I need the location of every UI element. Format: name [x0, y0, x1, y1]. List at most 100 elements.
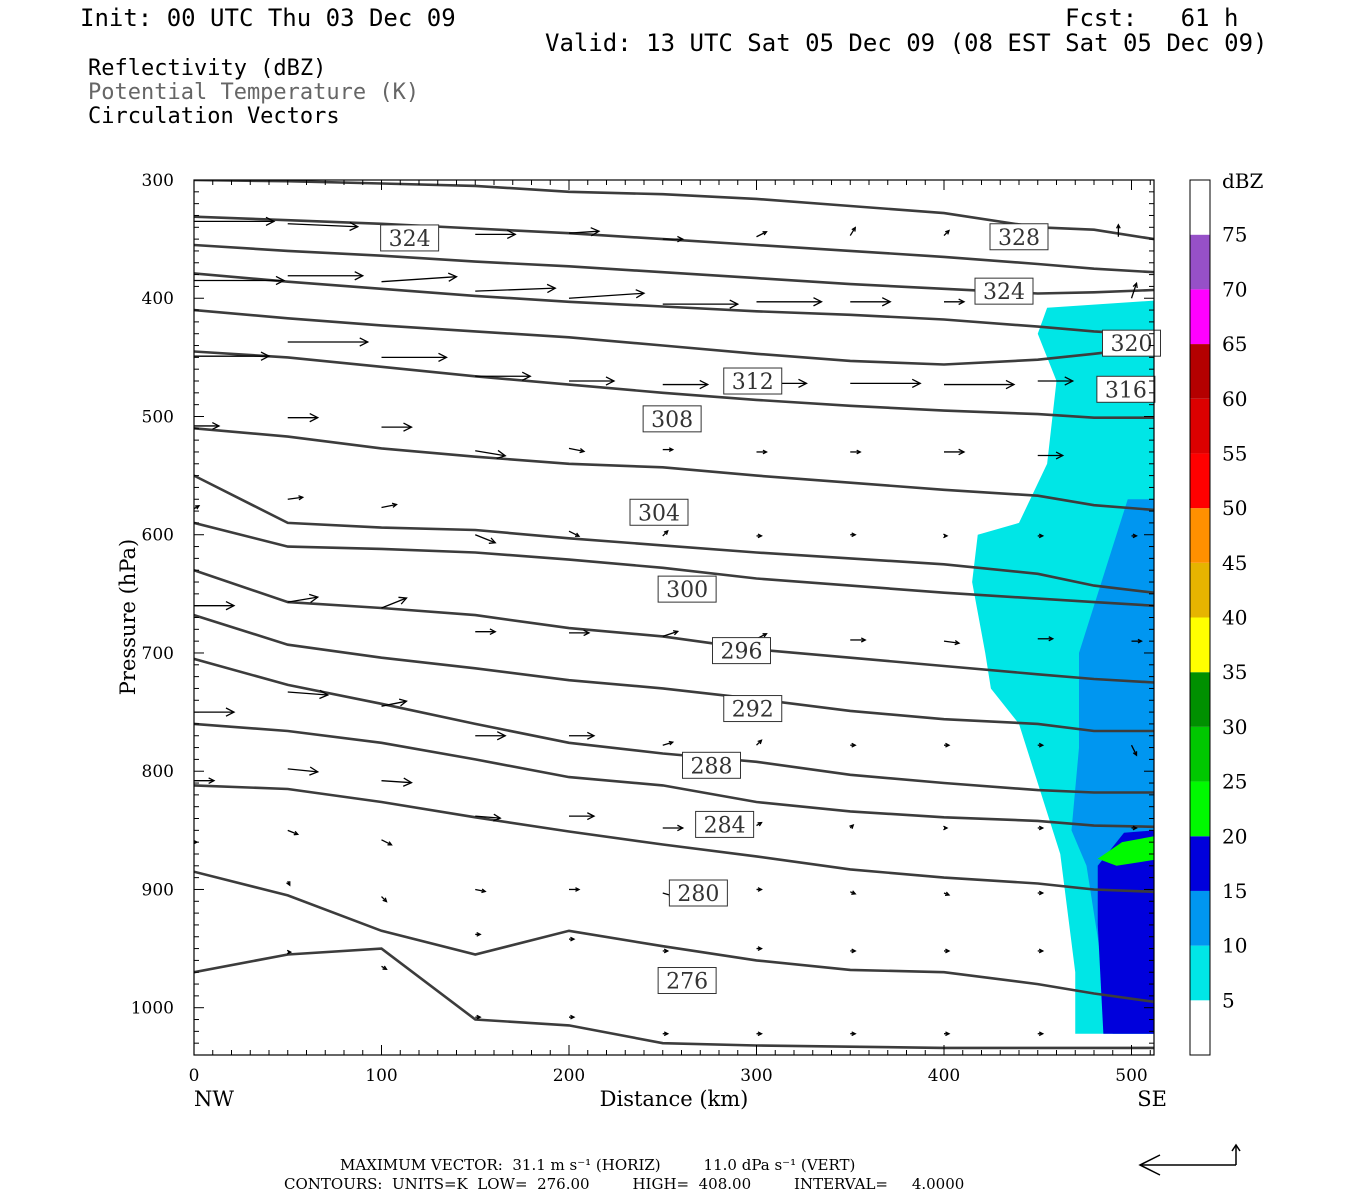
circulation-vector: [944, 298, 966, 306]
circulation-vector: [756, 887, 763, 892]
isotherm-line: [194, 308, 1154, 366]
circulation-vector: [849, 226, 857, 236]
isotherm-line: [194, 568, 1154, 684]
vector-shaft: [287, 691, 328, 696]
circulation-vector: [756, 297, 823, 307]
vector-head: [583, 629, 591, 637]
vector-shaft: [287, 596, 318, 603]
circulation-vector: [569, 629, 591, 637]
isotherm-label-box: [723, 367, 783, 395]
circulation-vector: [381, 352, 448, 363]
isotherm-label-text: 288: [691, 754, 733, 779]
reference-vector-icon: [1138, 1143, 1241, 1176]
colorbar-level-label: 40: [1222, 606, 1247, 630]
isotherm-label: 328: [989, 223, 1049, 251]
colorbar-level-label: 65: [1222, 332, 1247, 356]
y-tick-label: 1000: [131, 999, 174, 1019]
colorbar-segment: [1190, 453, 1210, 509]
vector-head: [1132, 533, 1138, 539]
circulation-vector: [944, 742, 951, 748]
vector-head: [382, 965, 388, 971]
reflectivity-region-15dbz: [1097, 830, 1154, 1034]
reference-vector-vertical-head: [1231, 1143, 1241, 1152]
vector-shaft: [287, 829, 298, 835]
colorbar-unit-label: dBZ: [1222, 169, 1264, 193]
colorbar-level-label: 45: [1222, 551, 1247, 575]
vector-head: [398, 698, 408, 707]
vector-head: [668, 740, 675, 746]
colorbar-segment: [1190, 344, 1210, 399]
isotherm-label-text: 280: [677, 882, 719, 907]
vector-shaft: [662, 630, 678, 638]
isotherm-label-text: 276: [666, 970, 708, 995]
circulation-vector: [194, 601, 236, 611]
x-tick-label: 100: [365, 1066, 397, 1086]
circulation-vector: [1130, 744, 1138, 757]
y-tick-label: 900: [142, 880, 174, 900]
isotherm-label: 324: [974, 277, 1034, 305]
vector-head: [762, 633, 768, 638]
circulation-vector: [381, 502, 398, 509]
vector-shaft: [1130, 744, 1138, 756]
circulation-vector: [381, 272, 458, 283]
circulation-vector: [662, 1031, 670, 1037]
circulation-vector: [569, 936, 576, 942]
circulation-vector: [475, 628, 497, 635]
vector-head: [575, 887, 581, 892]
vector-shaft: [287, 768, 318, 773]
x-tick-label: 0: [189, 1066, 200, 1086]
max-vector-note: MAXIMUM VECTOR: 31.1 m s⁻¹ (HORIZ) 11.0 …: [340, 1156, 856, 1174]
init-time-label: Init: 00 UTC Thu 03 Dec 09: [80, 4, 456, 32]
circulation-vector: [944, 379, 1016, 390]
circulation-vector: [475, 813, 502, 822]
isotherm-line: [194, 947, 1154, 1050]
circulation-vector: [287, 766, 320, 776]
vector-head: [293, 830, 300, 836]
vector-head: [308, 593, 320, 603]
circulation-vector: [662, 529, 669, 537]
vector-head: [493, 813, 502, 822]
isotherm-line: [194, 350, 1154, 419]
colorbar-segment: [1190, 672, 1210, 727]
vector-head: [489, 628, 497, 635]
isotherm-label-box: [695, 810, 755, 838]
vector-head: [945, 742, 951, 748]
circulation-vector: [381, 965, 388, 971]
isotherm-line: [194, 521, 1154, 607]
vector-head: [354, 271, 365, 281]
circulation-vector: [381, 422, 413, 432]
vector-head: [954, 640, 961, 646]
vector-head: [757, 887, 763, 892]
circulation-vector: [381, 839, 393, 846]
colorbar-level-label: 10: [1222, 934, 1247, 958]
vector-head: [476, 931, 482, 937]
vector-head: [943, 825, 949, 831]
colorbar-segment: [1190, 180, 1210, 235]
circulation-vector: [194, 351, 271, 361]
circulation-vector: [756, 533, 763, 539]
vector-head: [856, 449, 862, 455]
vector-head: [275, 275, 286, 286]
circulation-vector: [756, 821, 763, 827]
circulation-vector: [1130, 281, 1138, 299]
isotherm-label-box: [723, 695, 783, 723]
vector-head: [506, 229, 517, 240]
circulation-vector: [475, 1014, 482, 1020]
colorbar-frame: [1189, 179, 1211, 1056]
circulation-vector: [944, 1031, 951, 1037]
y-tick-label: 300: [142, 171, 174, 191]
isotherm-line: [194, 784, 1154, 894]
circulation-vector: [569, 1014, 576, 1020]
isotherm-label: 288: [682, 751, 741, 779]
circulation-vector: [662, 299, 740, 309]
vector-head: [635, 289, 646, 299]
circulation-vector: [475, 888, 487, 894]
vector-head: [849, 823, 855, 829]
colorbar-segment: [1190, 890, 1210, 946]
isotherm-line: [194, 613, 1154, 733]
legend-reflectivity: Reflectivity (dBZ): [88, 56, 327, 81]
vector-head: [672, 630, 680, 636]
vector-head: [1048, 636, 1055, 642]
circulation-vector: [662, 379, 710, 390]
